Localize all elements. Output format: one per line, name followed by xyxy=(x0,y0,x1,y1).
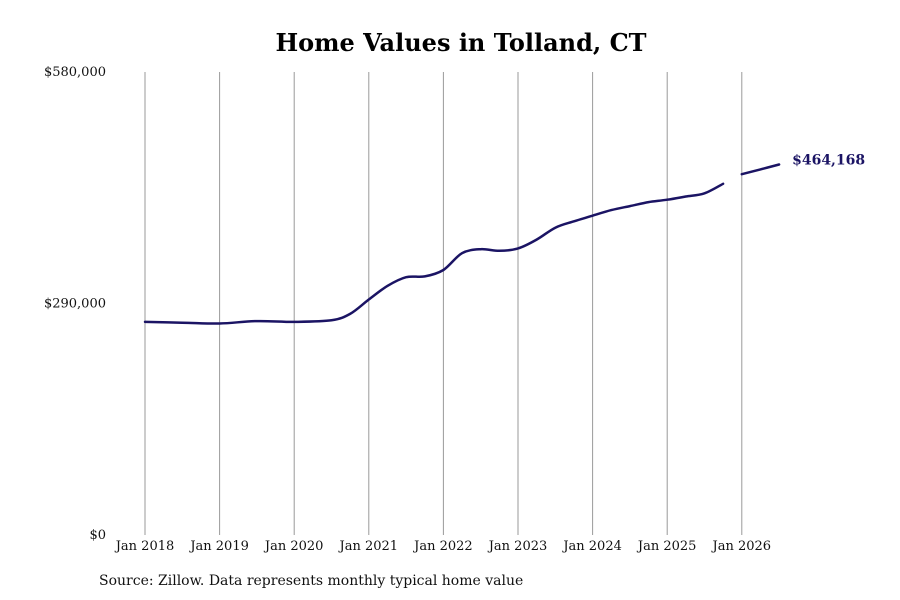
data-point xyxy=(386,285,389,287)
x-tick-label: Jan 2025 xyxy=(636,539,697,554)
data-point xyxy=(741,173,743,175)
data-point xyxy=(442,269,444,271)
data-point xyxy=(293,321,295,323)
series-line xyxy=(143,182,725,325)
x-tick-label: Jan 2023 xyxy=(487,539,548,554)
data-point xyxy=(592,215,594,217)
y-tick-label: $290,000 xyxy=(44,297,106,312)
y-tick-label: $580,000 xyxy=(44,65,106,80)
x-tick-label: Jan 2024 xyxy=(561,539,622,554)
end-value-label: $464,168 xyxy=(792,152,865,168)
data-point xyxy=(219,322,221,325)
series-lines xyxy=(143,163,781,325)
data-point xyxy=(517,247,519,250)
data-point xyxy=(759,168,762,170)
data-point xyxy=(778,163,780,166)
x-tick-label: Jan 2022 xyxy=(412,539,473,554)
data-point xyxy=(536,239,538,241)
data-point xyxy=(181,322,183,324)
x-tick-label: Jan 2021 xyxy=(338,539,399,554)
x-tick-label: Jan 2019 xyxy=(188,539,249,554)
x-tick-label: Jan 2026 xyxy=(711,539,772,554)
data-point xyxy=(480,248,482,250)
data-point xyxy=(685,195,687,198)
x-tick-label: Jan 2020 xyxy=(263,539,324,554)
source-note: Source: Zillow. Data represents monthly … xyxy=(99,573,524,589)
gridlines xyxy=(144,72,743,535)
x-axis-ticks: Jan 2018 Jan 2019 Jan 2020 Jan 2021 Jan 2022… xyxy=(114,539,771,554)
data-point xyxy=(629,205,631,207)
data-point xyxy=(666,199,668,201)
y-axis-ticks: $0 $290,000 $580,000 xyxy=(44,65,106,543)
data-point xyxy=(498,250,500,252)
data-point xyxy=(461,252,463,254)
data-point xyxy=(722,183,724,185)
data-labels: $464,168 xyxy=(792,152,865,168)
data-point xyxy=(368,298,370,301)
data-point xyxy=(424,275,426,277)
data-point xyxy=(554,227,556,229)
data-point xyxy=(330,319,333,321)
data-point xyxy=(647,201,650,203)
data-point xyxy=(144,321,146,323)
data-point xyxy=(349,313,351,315)
data-point xyxy=(405,276,407,278)
x-tick-label: Jan 2018 xyxy=(114,539,175,554)
y-tick-label: $0 xyxy=(89,528,106,543)
data-point xyxy=(703,192,706,194)
chart-title: Home Values in Tolland, CT xyxy=(275,28,647,57)
data-point xyxy=(256,320,258,322)
data-point xyxy=(610,209,612,211)
data-point xyxy=(573,220,575,222)
